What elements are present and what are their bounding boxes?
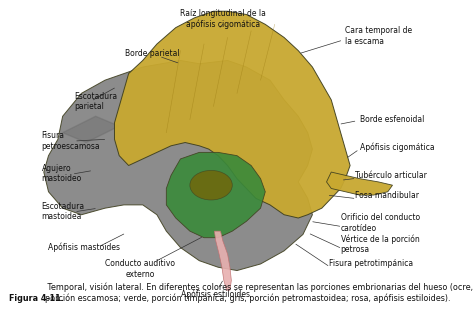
Text: Escotadura
parietal: Escotadura parietal [74, 92, 118, 111]
Text: Apófisis mastoides: Apófisis mastoides [48, 243, 120, 252]
Polygon shape [166, 152, 265, 238]
Text: Borde esfenoidal: Borde esfenoidal [359, 115, 424, 124]
Circle shape [190, 170, 232, 200]
Polygon shape [327, 172, 392, 195]
Text: Vértice de la porción
petrosa: Vértice de la porción petrosa [341, 234, 419, 254]
Polygon shape [44, 61, 312, 270]
Polygon shape [214, 231, 231, 290]
Text: Cara temporal de
la escama: Cara temporal de la escama [346, 26, 412, 46]
Text: Apófisis cigomática: Apófisis cigomática [359, 143, 434, 152]
Text: Figura 4-11.: Figura 4-11. [9, 294, 64, 303]
Text: Escotadura
mastoidea: Escotadura mastoidea [41, 202, 84, 221]
Text: Conducto auditivo
externo: Conducto auditivo externo [105, 259, 175, 279]
Text: Tubérculo articular: Tubérculo articular [355, 171, 427, 180]
Polygon shape [63, 116, 119, 143]
Text: Temporal, visión lateral. En diferentes colores se representan las porciones emb: Temporal, visión lateral. En diferentes … [45, 282, 473, 303]
Text: Orificio del conducto
carotídeo: Orificio del conducto carotídeo [341, 213, 420, 233]
Text: Agujero
mastoideo: Agujero mastoideo [41, 164, 82, 183]
Text: Fisura petrotimpánica: Fisura petrotimpánica [329, 260, 413, 268]
Text: Borde parietal: Borde parietal [125, 49, 180, 58]
Polygon shape [115, 11, 350, 218]
Text: Fisura
petroescamosa: Fisura petroescamosa [41, 131, 100, 151]
Text: Apófisis estiloides: Apófisis estiloides [181, 289, 250, 299]
Text: Fosa mandibular: Fosa mandibular [355, 191, 419, 200]
Text: Raíz longitudinal de la
apófisis cigomática: Raíz longitudinal de la apófisis cigomát… [180, 10, 266, 29]
